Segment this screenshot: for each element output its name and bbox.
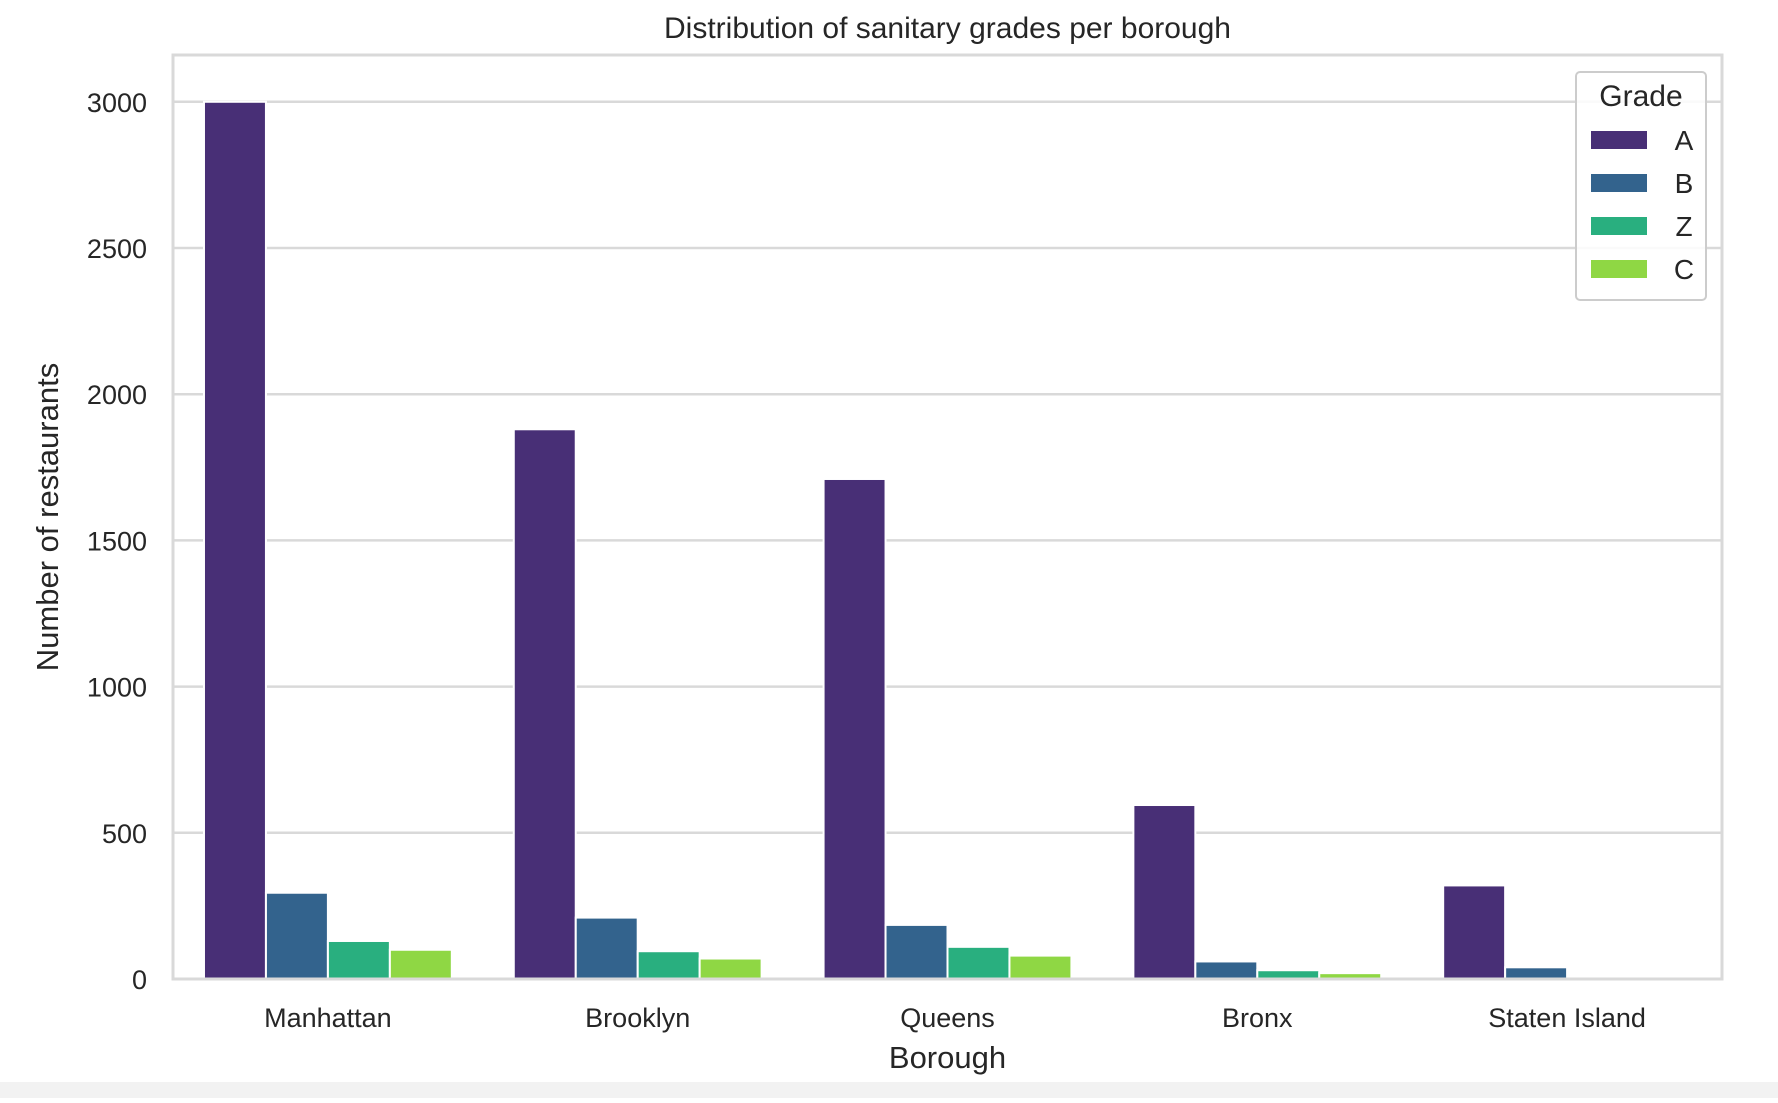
bar-B-bronx: [1194, 960, 1259, 980]
legend-swatch-Z: [1591, 217, 1647, 235]
x-tick-labels: Manhattan Brooklyn Queens Bronx Staten Islan…: [264, 1003, 1646, 1033]
bar-B-manhattan: [264, 891, 329, 980]
legend-title: Grade: [1599, 80, 1682, 113]
bar-Z-queens: [946, 945, 1011, 981]
bar-C-brooklyn: [698, 957, 763, 980]
legend-swatch-B: [1591, 174, 1647, 192]
x-tick-label: Staten Island: [1488, 1003, 1646, 1033]
y-tick-label: 500: [102, 819, 147, 849]
y-tick-label: 3000: [87, 88, 147, 118]
grid-lines: [173, 100, 1722, 981]
x-tick-label: Brooklyn: [585, 1003, 690, 1033]
bar-C-manhattan: [388, 948, 453, 981]
bar-A-queens: [822, 477, 887, 980]
legend-swatch-C: [1591, 260, 1647, 278]
bar-A-brooklyn: [512, 428, 577, 980]
legend-label-B: B: [1675, 168, 1694, 199]
legend-swatch-A: [1591, 131, 1647, 149]
y-tick-label: 1500: [87, 526, 147, 556]
legend-label-Z: Z: [1675, 211, 1692, 242]
x-tick-label: Bronx: [1222, 1003, 1293, 1033]
y-tick-label: 2000: [87, 380, 147, 410]
y-tick-label: 2500: [87, 234, 147, 264]
bar-A-bronx: [1132, 804, 1197, 980]
legend-label-C: C: [1674, 254, 1694, 285]
bar-A-manhattan: [202, 100, 267, 981]
x-tick-label: Queens: [900, 1003, 995, 1033]
x-axis-label: Borough: [889, 1040, 1006, 1075]
bar-C-queens: [1008, 954, 1073, 981]
y-tick-label: 1000: [87, 673, 147, 703]
plot-frame: [171, 53, 1724, 981]
bar-Z-manhattan: [326, 939, 391, 981]
bottom-strip: [0, 1082, 1778, 1098]
legend-label-A: A: [1675, 125, 1694, 156]
x-tick-label: Manhattan: [264, 1003, 392, 1033]
chart-title: Distribution of sanitary grades per boro…: [664, 12, 1231, 45]
bar-A-staten-island: [1442, 884, 1507, 980]
y-tick-labels: 0 500 1000 1500 2000 2500 3000: [87, 88, 147, 995]
bar-B-brooklyn: [574, 916, 639, 980]
bar-B-queens: [884, 923, 949, 981]
bar-Z-brooklyn: [636, 950, 701, 980]
bar-B-staten-island: [1504, 966, 1569, 980]
y-tick-label: 0: [132, 965, 147, 995]
y-axis-label: Number of restaurants: [30, 363, 65, 671]
